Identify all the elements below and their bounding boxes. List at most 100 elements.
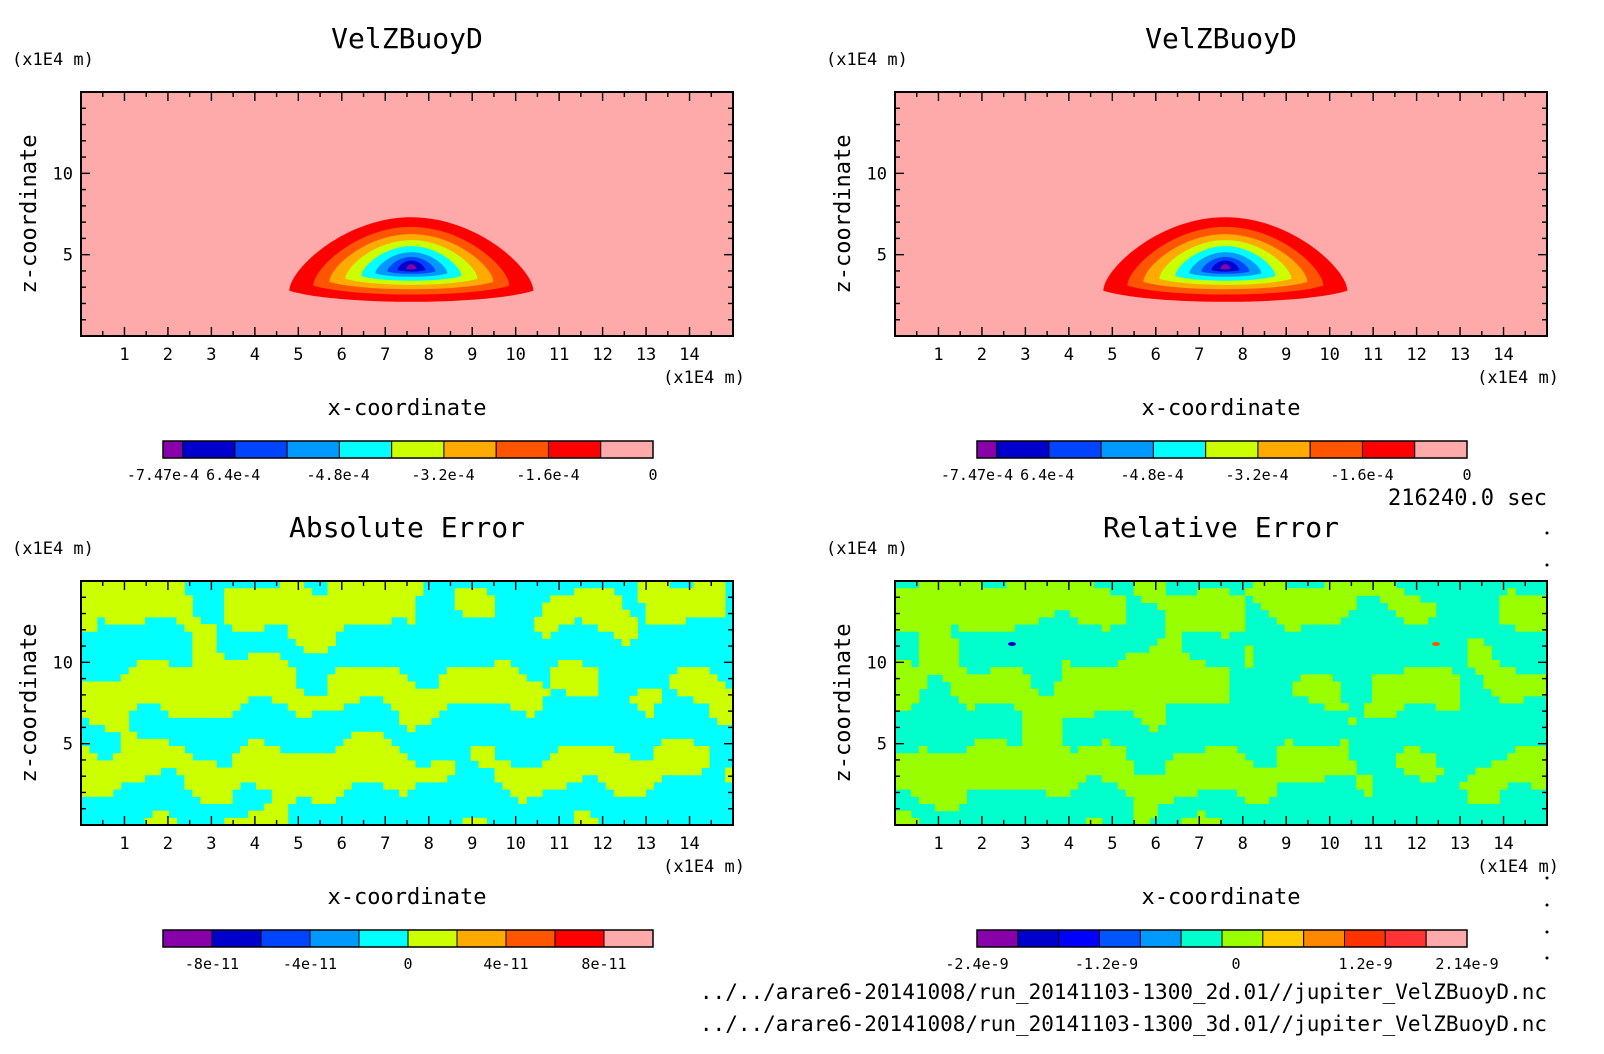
error-cell xyxy=(1141,717,1166,726)
error-cell xyxy=(1165,631,1182,639)
error-cell xyxy=(1380,595,1421,604)
error-cell xyxy=(1348,717,1357,726)
panel-3: Absolute Error(x1E4 m)1 2 3 4 5 6 7 8 9 10 11 12 13 1… xyxy=(12,511,745,973)
error-cell xyxy=(351,731,384,740)
colorbar-swatch xyxy=(600,440,654,459)
error-cell xyxy=(81,753,98,761)
x-tick-label: 9 xyxy=(467,345,477,365)
x-tick-label: 4 xyxy=(250,834,260,854)
error-cell xyxy=(653,746,710,754)
error-cell xyxy=(895,753,1127,761)
error-cell xyxy=(104,724,130,733)
error-cell xyxy=(81,774,146,783)
error-cell xyxy=(1252,595,1357,604)
error-cell xyxy=(895,667,968,675)
error-cell xyxy=(1324,581,1397,589)
x-tick-label: 1 xyxy=(119,345,129,365)
x-tick-label: 8 xyxy=(1238,345,1248,365)
error-cell xyxy=(430,760,456,769)
x-unit-label: (x1E4 m) xyxy=(1477,857,1559,877)
chart-title: VelZBuoyD xyxy=(1145,22,1297,55)
colorbar: -7.47e-4 6.4e-4 -4.8e-4 -3.2e-4 -1.6e-4 0 xyxy=(127,440,658,484)
error-cell xyxy=(1419,774,1437,783)
error-cell xyxy=(224,817,289,825)
error-cell xyxy=(1356,781,1373,790)
error-cell xyxy=(581,616,639,625)
error-cell xyxy=(1197,588,1230,596)
colorbar-swatch xyxy=(495,440,549,459)
error-cell xyxy=(1324,703,1349,711)
colorbar-tick-label: -7.47e-4 xyxy=(127,466,199,484)
error-cell xyxy=(176,616,201,625)
error-cell xyxy=(247,738,265,747)
error-cell xyxy=(232,753,408,761)
x-tick-label: 5 xyxy=(1107,345,1117,365)
error-cell xyxy=(677,667,710,675)
error-cell xyxy=(573,588,615,596)
error-cell xyxy=(895,674,928,682)
error-cell xyxy=(1133,817,1150,825)
error-cell xyxy=(136,659,169,668)
x-tick-label: 2 xyxy=(977,834,987,854)
error-cell xyxy=(494,774,583,783)
error-cell xyxy=(653,753,710,761)
error-cell xyxy=(462,609,495,618)
error-cell xyxy=(550,667,599,675)
plot-body xyxy=(81,581,733,825)
error-cell xyxy=(895,760,1135,769)
error-cell xyxy=(918,638,960,647)
error-cell xyxy=(1499,595,1547,604)
error-cell xyxy=(550,674,599,682)
error-cell xyxy=(573,810,591,819)
error-cell xyxy=(918,796,968,804)
error-spot xyxy=(1432,642,1440,646)
colorbar: -7.47e-4 6.4e-4 -4.8e-4 -3.2e-4 -1.6e-4 0 xyxy=(941,440,1472,484)
error-cell xyxy=(1467,789,1500,797)
error-cell xyxy=(81,681,297,690)
error-cell xyxy=(407,724,416,733)
error-cell xyxy=(1046,789,1071,797)
colorbar-swatch xyxy=(162,929,213,948)
error-cell xyxy=(295,638,336,647)
error-cell xyxy=(271,789,344,797)
error-cell xyxy=(1403,767,1445,776)
error-cell xyxy=(542,602,623,611)
x-tick-label: 4 xyxy=(1064,834,1074,854)
colorbar-swatch xyxy=(443,440,497,459)
error-cell xyxy=(224,609,416,618)
x-tick-label: 9 xyxy=(1281,834,1291,854)
error-cell xyxy=(1133,796,1174,804)
error-cell xyxy=(1244,659,1254,668)
x-tick-label: 7 xyxy=(1194,345,1204,365)
error-cell xyxy=(383,781,416,790)
error-cell xyxy=(335,667,400,675)
colorbar-frame xyxy=(162,929,654,948)
error-cell xyxy=(176,767,456,776)
error-cell xyxy=(1054,688,1230,697)
error-cell xyxy=(693,695,733,704)
error-cell xyxy=(550,753,631,761)
error-cell xyxy=(224,588,313,596)
error-cell xyxy=(629,695,662,704)
colorbar-tick-label: -1.2e-9 xyxy=(1075,955,1138,973)
x-axis-label: x-coordinate xyxy=(328,885,487,910)
error-cell xyxy=(918,652,960,661)
error-cell xyxy=(407,616,416,625)
error-cell xyxy=(1276,616,1341,625)
x-tick-label: 7 xyxy=(380,834,390,854)
error-cell xyxy=(295,710,313,718)
error-cell xyxy=(192,631,217,639)
error-cell xyxy=(895,616,1039,625)
error-cell xyxy=(327,688,551,697)
error-cell xyxy=(895,774,1087,783)
x-tick-label: 13 xyxy=(636,345,656,365)
error-cell xyxy=(1133,581,1166,589)
colorbar-swatch xyxy=(1152,440,1207,459)
error-cell xyxy=(263,803,289,812)
error-cell xyxy=(81,616,98,625)
error-cell xyxy=(1499,609,1547,618)
error-cell xyxy=(895,624,952,632)
x-unit-label: (x1E4 m) xyxy=(663,368,745,388)
error-cell xyxy=(895,609,1055,618)
chart-title: Absolute Error xyxy=(289,511,525,544)
